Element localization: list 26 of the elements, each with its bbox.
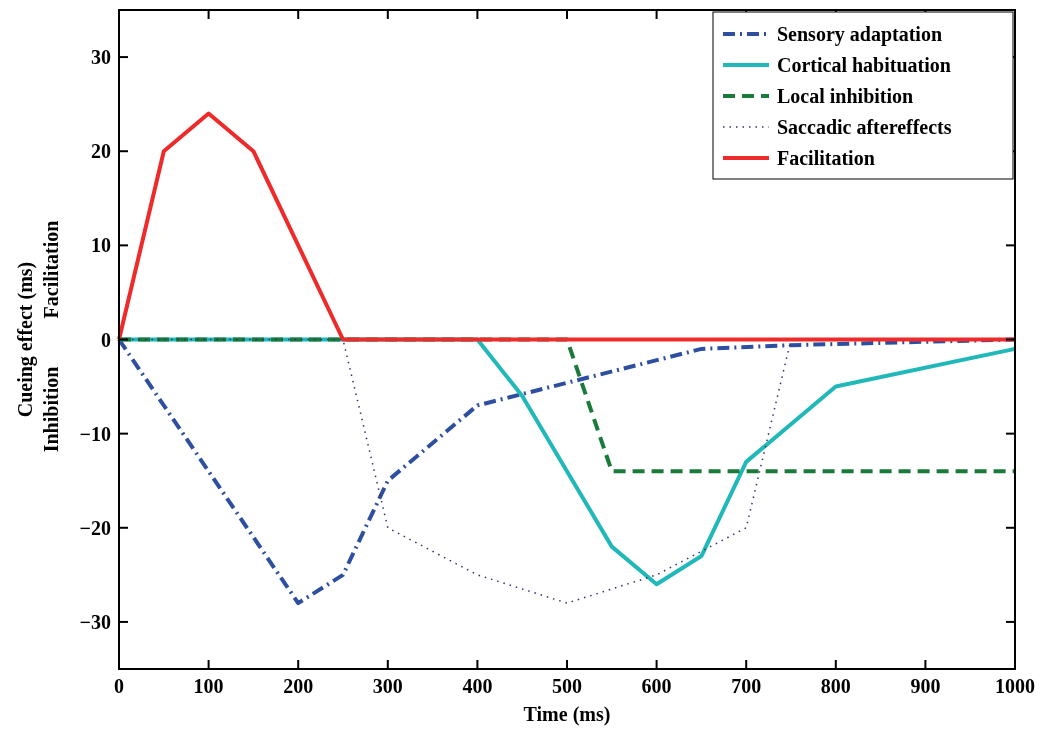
y-tick-label: 0 [101, 328, 111, 351]
text: Inhibition [40, 366, 62, 453]
x-tick-label: 500 [552, 675, 582, 697]
x-tick-label: 100 [193, 675, 224, 697]
y-tick-label: 10 [91, 234, 111, 257]
x-tick-label: 200 [283, 675, 314, 697]
x-tick-label: 300 [372, 675, 403, 697]
y-tick-label: −30 [79, 610, 111, 633]
legend-label: Sensory adaptation [777, 23, 943, 46]
legend-label: Local inhibition [777, 85, 914, 107]
text: Facilitation [40, 220, 62, 319]
legend-label: Saccadic aftereffects [777, 116, 952, 138]
x-axis-title: Time (ms) [523, 703, 611, 726]
legend-label: Cortical habituation [777, 54, 951, 76]
x-tick-label: 900 [910, 675, 941, 697]
y-tick-label: 20 [91, 140, 111, 163]
x-tick-label: 600 [641, 675, 672, 697]
legend-label: Facilitation [777, 147, 875, 169]
x-tick-label: 800 [820, 675, 851, 697]
y-axis-title: Cueing effect (ms) [14, 261, 37, 418]
x-tick-label: 1000 [995, 675, 1035, 697]
x-tick-label: 400 [462, 675, 493, 697]
x-tick-label: 700 [731, 675, 762, 697]
y-tick-label: −10 [79, 422, 111, 445]
y-tick-label: −20 [79, 516, 111, 539]
y-tick-label: 30 [91, 46, 111, 69]
